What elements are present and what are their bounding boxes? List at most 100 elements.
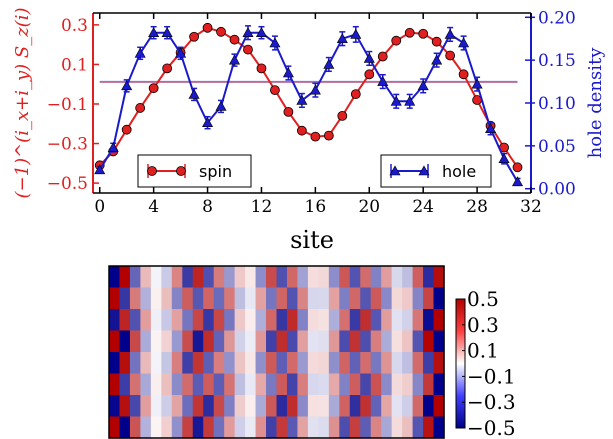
heatmap-cell — [234, 352, 246, 375]
heatmap-cell — [307, 416, 319, 439]
heatmap-cell — [129, 266, 142, 289]
hole-point — [512, 176, 524, 187]
heatmap-frame — [108, 265, 445, 439]
heatmap-cell — [412, 373, 424, 396]
heatmap-cell — [129, 287, 142, 310]
spin-point — [310, 131, 321, 142]
heatmap-cell — [412, 287, 424, 310]
heatmap-cell — [182, 416, 194, 439]
hole-point — [350, 28, 362, 39]
hole-point — [107, 141, 119, 152]
heatmap-cell — [370, 352, 382, 375]
heatmap-cell — [192, 309, 204, 332]
heatmap-cell — [119, 352, 131, 375]
heatmap-cell — [433, 287, 445, 310]
heatmap-cell — [109, 266, 121, 289]
spin-point — [121, 124, 132, 135]
heatmap-cell — [161, 266, 173, 289]
heatmap-cell — [171, 287, 183, 310]
heatmap-cell — [318, 287, 330, 310]
heatmap-cell — [381, 395, 393, 418]
heatmap-cell — [349, 352, 361, 375]
heatmap-cell — [182, 330, 194, 353]
heatmap-cell — [423, 266, 435, 289]
heatmap-cell — [412, 330, 424, 353]
heatmap-cell — [161, 330, 173, 353]
legend-spin: spin — [137, 154, 252, 188]
heatmap-cell — [328, 266, 340, 289]
heatmap-cell — [339, 416, 351, 439]
heatmap-cell — [213, 287, 225, 310]
heatmap-cell — [433, 330, 445, 353]
heatmap-cell — [203, 373, 215, 396]
heatmap-cell — [339, 395, 351, 418]
heatmap-cell — [203, 416, 215, 439]
heatmap-cell — [150, 352, 162, 375]
heatmap-cell — [245, 330, 257, 353]
heatmap-cell — [129, 352, 142, 375]
heatmap-cell — [109, 352, 121, 375]
heatmap-cell — [328, 309, 340, 332]
spin-point — [323, 130, 334, 141]
heatmap-cell — [297, 352, 309, 375]
x-tick-label: 24 — [412, 197, 434, 217]
colorbar-tick-label: −0.5 — [467, 416, 516, 439]
heatmap-cell — [339, 287, 351, 310]
heatmap-cell — [391, 309, 403, 332]
colorbar-tick-label: −0.3 — [467, 390, 516, 414]
heatmap-cell — [255, 416, 267, 439]
heatmap-cell — [370, 287, 382, 310]
heatmap-cell — [140, 309, 152, 332]
heatmap-cell — [391, 287, 403, 310]
heatmap-cell — [360, 266, 372, 289]
heatmap-cell — [213, 330, 225, 353]
right-y-ticks: 0.20 0.15 0.10 0.05 0.00 — [525, 8, 576, 200]
heatmap-cell — [150, 287, 162, 310]
right-tick-label: 0.05 — [538, 137, 576, 157]
spin-line — [99, 26, 519, 168]
heatmap-cell — [119, 330, 131, 353]
heatmap-cell — [266, 266, 278, 289]
heatmap-cell — [109, 395, 121, 418]
heatmap-cell — [423, 416, 435, 439]
heatmap-cell — [182, 352, 194, 375]
heatmap-cell — [213, 266, 225, 289]
heatmap-cell — [171, 309, 183, 332]
heatmap-cell — [245, 309, 257, 332]
spin-point — [162, 63, 173, 74]
hole-point — [134, 47, 146, 58]
spin-point — [404, 27, 415, 38]
heatmap-cell — [370, 395, 382, 418]
heatmap-cell — [203, 330, 215, 353]
heatmap-cell — [161, 309, 173, 332]
heatmap-cell — [433, 416, 445, 439]
heatmap-cell — [140, 352, 152, 375]
hole-point — [498, 153, 510, 164]
heatmap-cell — [255, 287, 267, 310]
heatmap-cell — [402, 416, 414, 439]
heatmap-cell — [318, 395, 330, 418]
heatmap-cell — [307, 309, 319, 332]
spin-point — [350, 89, 361, 99]
spin-point — [189, 31, 199, 42]
hole-point — [309, 84, 321, 95]
heatmap-cell — [276, 309, 288, 332]
heatmap-cell — [381, 373, 393, 396]
heatmap-cell — [203, 309, 215, 332]
heatmap-cell — [286, 309, 299, 332]
spin-hole-line-chart: 0.30.1−0.1−0.3−0.5 0.200.150.100.050.00 … — [12, 8, 606, 254]
left-tick-label: 0.3 — [61, 16, 88, 36]
x-ticks: 0 4 8 12 16 20 24 28 32 — [94, 13, 542, 217]
hole-point — [188, 88, 200, 99]
heatmap-cell — [286, 395, 299, 418]
heatmap-cell — [234, 416, 246, 439]
spin-point — [148, 83, 159, 94]
heatmap-cell — [297, 416, 309, 439]
hole-point — [363, 52, 375, 63]
x-tick-label: 0 — [94, 197, 105, 217]
heatmap-cell — [192, 330, 204, 353]
heatmap-cell — [266, 373, 278, 396]
heatmap-cell — [266, 309, 278, 332]
heatmap-cell — [360, 373, 372, 396]
